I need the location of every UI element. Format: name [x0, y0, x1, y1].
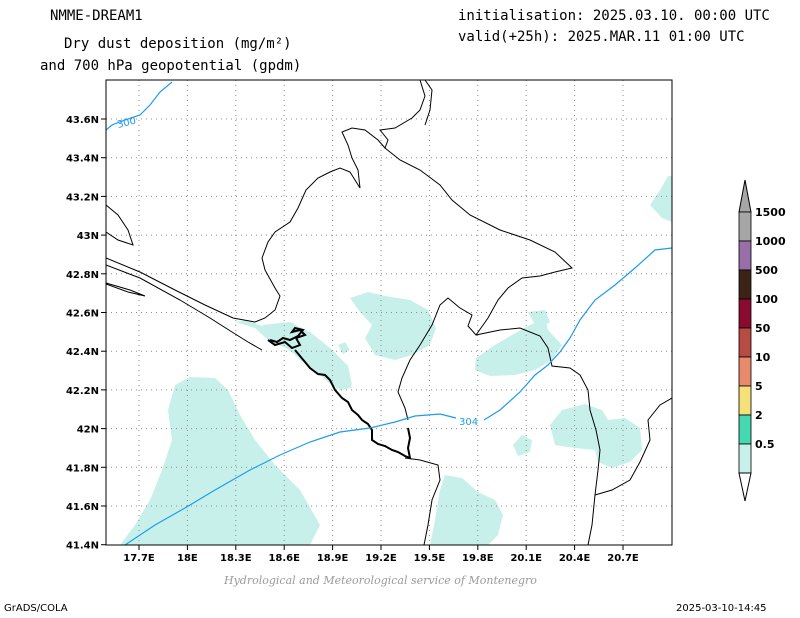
color-legend: 1500 1000 500 100 50 10 5 2 0.5	[738, 179, 786, 502]
map-title-line1: Dry dust deposition (mg/m²)	[64, 36, 292, 52]
legend-swatch	[738, 443, 752, 474]
lat-tick-label: 41.8N	[66, 463, 99, 474]
coastline-montenegro	[267, 326, 412, 460]
software-label: GrADS/COLA	[4, 603, 68, 614]
latitude-labels: 43.6N 43.4N 43.2N 43N 42.8N 42.6N 42.4N 42.2N 42…	[66, 115, 106, 552]
borders	[106, 80, 672, 545]
legend-swatch	[738, 240, 752, 271]
lon-tick-label: 20.4E	[559, 553, 591, 564]
lat-tick-label: 41.4N	[66, 541, 99, 552]
lat-tick-label: 43.6N	[66, 115, 99, 126]
dust-area-south-center	[430, 475, 503, 545]
legend-label: 1000	[755, 235, 786, 248]
contour-label-300: 300	[116, 116, 137, 131]
legend-swatch	[738, 327, 752, 358]
render-timestamp: 2025-03-10-14:45	[676, 603, 767, 614]
lat-tick-label: 43.2N	[66, 192, 99, 203]
legend-swatch	[738, 298, 752, 329]
legend-swatch	[738, 211, 752, 242]
lon-tick-label: 18.6E	[268, 553, 300, 564]
dust-area-east	[475, 318, 562, 376]
legend-label: 5	[755, 380, 763, 393]
lagoon-line	[106, 282, 146, 297]
legend-swatch	[738, 356, 752, 387]
legend-swatch	[738, 385, 752, 416]
lon-tick-label: 20.1E	[510, 553, 542, 564]
lat-tick-label: 42.2N	[66, 386, 99, 397]
dust-area-southeast	[550, 404, 642, 468]
model-name: NMME-DREAM1	[50, 8, 143, 24]
lon-tick-label: 18.3E	[220, 553, 252, 564]
dust-area-central-north	[350, 292, 436, 360]
dust-area-southwest	[106, 377, 320, 545]
legend-label: 0.5	[755, 438, 775, 451]
border-east-top	[424, 80, 433, 126]
contour-300	[106, 81, 173, 131]
lat-tick-label: 41.6N	[66, 502, 99, 513]
border-serbia-kosovo	[384, 147, 574, 421]
legend-arrow-top	[738, 179, 752, 213]
lon-tick-label: 19.5E	[414, 553, 446, 564]
coast-line-upper	[106, 264, 263, 351]
lat-tick-label: 42.4N	[66, 347, 99, 358]
legend-label: 100	[755, 293, 778, 306]
legend-arrow-bottom	[738, 472, 752, 502]
dust-area-northeast	[650, 176, 672, 222]
credit-text: Hydrological and Meteorological service …	[224, 574, 537, 587]
lon-tick-label: 18E	[177, 553, 198, 564]
border-albania-east	[594, 397, 672, 496]
lat-tick-label: 42N	[77, 425, 99, 436]
border-north	[106, 80, 426, 323]
border-albania-montenegro	[404, 457, 441, 545]
border-bosnia-montenegro	[106, 204, 134, 246]
lat-tick-label: 42.8N	[66, 270, 99, 281]
lon-tick-label: 18.9E	[317, 553, 349, 564]
lon-tick-label: 17.7E	[123, 553, 155, 564]
legend-swatch	[738, 269, 752, 300]
contour-304	[124, 247, 672, 545]
legend-label: 2	[755, 409, 763, 422]
contour-label-304: 304	[459, 417, 478, 428]
initialisation-time: initialisation: 2025.03.10. 00:00 UTC	[458, 8, 770, 24]
lon-tick-label: 19.8E	[462, 553, 494, 564]
geopotential-contours	[106, 81, 672, 545]
valid-time: valid(+25h): 2025.MAR.11 01:00 UTC	[458, 29, 745, 45]
legend-label: 1500	[755, 206, 786, 219]
longitude-labels: 17.7E 18E 18.3E 18.6E 18.9E 19.2E 19.5E 19.8E 20…	[123, 545, 639, 564]
dust-areas	[106, 176, 672, 545]
map-title-line2: and 700 hPa geopotential (gpdm)	[40, 58, 302, 74]
lon-tick-label: 19.2E	[365, 553, 397, 564]
lon-tick-label: 20.7E	[607, 553, 639, 564]
legend-label: 500	[755, 264, 778, 277]
lat-tick-label: 42.6N	[66, 309, 99, 320]
legend-swatch	[738, 414, 752, 445]
dust-area-small-south	[513, 435, 532, 456]
border-kosovo-macedonia	[475, 327, 601, 545]
dust-area-east-2	[528, 310, 550, 330]
legend-label: 10	[755, 351, 771, 364]
lat-tick-label: 43.4N	[66, 154, 99, 165]
legend-label: 50	[755, 322, 771, 335]
dust-area-small-center	[338, 342, 350, 354]
dust-area-coast-2	[262, 322, 352, 388]
lat-tick-label: 43N	[77, 231, 99, 242]
